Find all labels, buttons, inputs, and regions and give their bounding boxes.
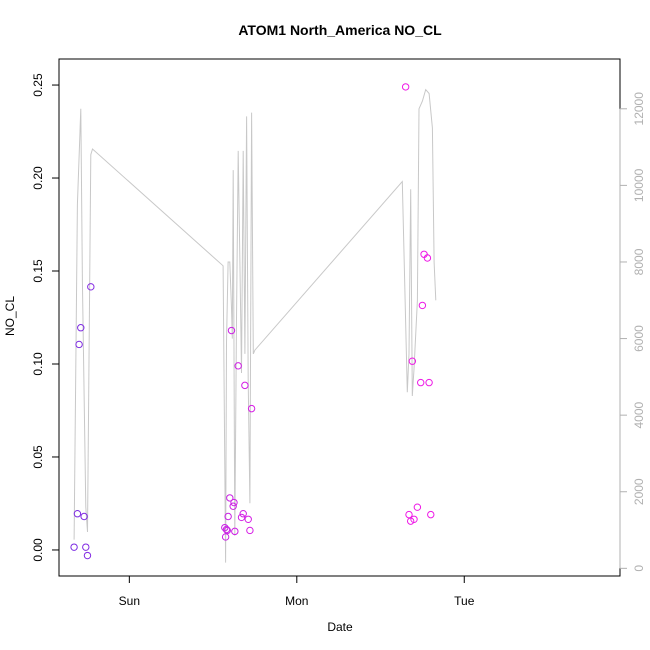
y-tick-label: 0.20 <box>31 166 45 190</box>
data-point <box>229 502 237 510</box>
y2-tick-label: 8000 <box>632 248 646 275</box>
data-point <box>83 551 92 560</box>
y2-tick-label: 2000 <box>632 478 646 505</box>
data-point <box>425 378 433 387</box>
data-point <box>423 254 432 262</box>
axis-layer: Sun Mon Tue 0.00 0.05 0.10 0.15 0.20 0.25 0 2000 40… <box>31 73 646 608</box>
data-point <box>237 513 246 522</box>
data-point <box>227 326 236 335</box>
y-tick-label: 0.10 <box>31 352 45 376</box>
y2-tick-label: 0 <box>632 565 646 572</box>
data-point <box>417 378 425 387</box>
y2-tick-label: 10000 <box>632 168 646 202</box>
data-point <box>73 509 82 518</box>
y2-tick-label: 12000 <box>632 92 646 126</box>
data-point <box>231 527 239 536</box>
data-point <box>246 526 254 535</box>
data-point <box>234 362 242 370</box>
chart-title: ATOM1 North_America NO_CL <box>238 22 442 38</box>
x-tick-label: Sun <box>119 594 140 608</box>
data-point <box>70 543 78 551</box>
data-point <box>75 340 83 349</box>
y2-tick-label: 4000 <box>632 401 646 428</box>
data-point <box>408 357 417 365</box>
data-point <box>413 503 422 511</box>
data-point <box>239 509 247 518</box>
data-point <box>221 533 230 541</box>
x-tick-label: Tue <box>454 594 475 608</box>
data-point <box>244 515 252 523</box>
data-point <box>87 283 95 291</box>
y-tick-label: 0.00 <box>31 538 45 562</box>
data-point <box>401 83 410 91</box>
y-tick-label: 0.25 <box>31 73 45 97</box>
y-tick-label: 0.05 <box>31 445 45 469</box>
line-layer <box>73 88 437 563</box>
count-line <box>73 88 437 563</box>
data-point <box>230 498 238 507</box>
data-point <box>77 324 85 332</box>
y-axis-label: NO_CL <box>3 296 17 336</box>
x-axis-label: Date <box>327 620 353 634</box>
data-point <box>224 512 232 521</box>
data-point <box>241 381 249 390</box>
data-point <box>427 510 435 519</box>
data-point <box>247 404 256 413</box>
data-point <box>222 525 231 534</box>
y-tick-label: 0.15 <box>31 259 45 283</box>
data-point <box>80 512 88 521</box>
data-point <box>418 301 427 310</box>
data-point <box>223 526 232 535</box>
data-point <box>405 510 413 519</box>
x-tick-label: Mon <box>285 594 308 608</box>
y2-tick-label: 6000 <box>632 325 646 352</box>
data-point <box>82 543 90 551</box>
point-layer <box>70 83 435 560</box>
data-point <box>410 515 418 523</box>
data-point <box>226 494 234 502</box>
